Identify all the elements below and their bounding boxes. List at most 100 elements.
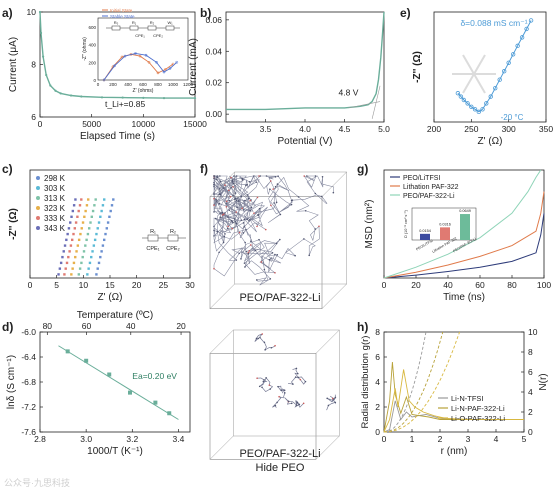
structure-hide-peo-atom — [326, 397, 328, 400]
structure-hide-peo-edge — [209, 435, 234, 460]
circuit-label: CPE₂ — [166, 246, 179, 252]
circuit-element — [111, 25, 121, 31]
structure-full-atom — [241, 207, 244, 210]
structure-full-atom — [277, 175, 279, 178]
data-point — [54, 89, 57, 92]
structure-full-atom — [248, 250, 251, 252]
legend-marker — [36, 196, 40, 200]
annotation-conductivity: δ=0.088 mS cm⁻¹ — [460, 18, 527, 28]
inset-data-point — [102, 78, 106, 82]
structure-full-atom — [279, 213, 282, 216]
structure-full-atom — [228, 199, 231, 202]
structure-full-atom — [247, 253, 250, 255]
legend-label: 343 K — [44, 224, 66, 233]
x-tick-label: 5.0 — [378, 124, 390, 134]
y-axis-title: -Z'' (Ω) — [8, 208, 19, 240]
panel-letter-g: g) — [357, 162, 369, 176]
circuit-label: CPE₂ — [153, 33, 163, 38]
data-point — [87, 198, 90, 201]
structure-full-atom — [265, 175, 268, 177]
structure-full-atom — [223, 235, 226, 238]
data-point — [476, 109, 481, 115]
structure-full-atom — [258, 175, 260, 177]
data-point — [86, 232, 90, 236]
structure-hide-peo-atom — [257, 337, 260, 340]
data-point — [95, 232, 98, 236]
structure-full-atom — [276, 183, 279, 185]
y-tick-label: -6.0 — [21, 327, 36, 337]
data-point — [39, 31, 43, 35]
x-tick-label: 5 — [54, 280, 59, 290]
y-tick-label: 2 — [375, 402, 380, 412]
circuit-element — [167, 234, 179, 242]
structure-full-atom — [216, 230, 219, 233]
structure-full-atom — [244, 241, 246, 244]
structure-full-atom — [255, 181, 258, 183]
structure-full-atom — [244, 199, 246, 202]
data-point — [472, 107, 478, 112]
structure-full-atom — [216, 200, 218, 202]
structure-full-atom — [274, 253, 276, 256]
data-point — [94, 198, 97, 201]
x-tick-label: 200 — [427, 124, 441, 134]
data-point — [93, 204, 96, 207]
series-line — [457, 20, 532, 113]
circuit-element — [147, 25, 157, 31]
structure-full-atom — [332, 191, 335, 194]
structure-full-atom — [238, 231, 241, 234]
structure-hide-peo-atom — [274, 344, 276, 347]
circuit-element — [165, 25, 175, 31]
inset-data-point — [113, 64, 116, 68]
structure-label-2-line1: PEO/PAF-322-Li — [239, 448, 321, 460]
structure-hide-peo-atom — [261, 386, 263, 389]
x-tick-label: 250 — [464, 124, 478, 134]
panel-letter-f: f) — [200, 162, 208, 176]
structure-full-atom — [226, 227, 229, 230]
structure-hide-peo-atom — [327, 404, 330, 407]
x-tick-label: 3.5 — [260, 124, 272, 134]
x-tick-label: 3.0 — [80, 434, 92, 444]
structure-full-atom — [213, 229, 215, 232]
y-axis-title: MSD (nm²) — [364, 200, 375, 249]
structure-hide-peo-atom — [332, 397, 334, 400]
legend-label: Li-O-PAF-322-Li — [451, 414, 505, 423]
annotation-temperature: -20 °C — [501, 113, 524, 122]
structure-full-atom — [213, 192, 215, 194]
legend-label: 333 K — [44, 214, 66, 223]
inset-frame — [97, 17, 189, 81]
x-tick-label: 10 — [79, 280, 89, 290]
structure-full-atom — [250, 206, 253, 209]
structure-full-edge — [209, 283, 235, 309]
axes-frame — [433, 11, 547, 123]
inset-x-tick-label: 0 — [97, 82, 100, 87]
x-tick-label: 4 — [494, 434, 499, 444]
data-point — [99, 255, 102, 259]
x2-axis-title: Temperature (ºC) — [77, 310, 153, 321]
data-point — [501, 69, 507, 74]
x-tick-label: 0 — [382, 280, 387, 290]
x-tick-label: 3 — [466, 434, 471, 444]
data-point — [488, 94, 493, 99]
data-point — [493, 85, 498, 91]
inset-data-point — [168, 67, 172, 70]
structure-full-atom — [270, 257, 272, 260]
data-point — [59, 261, 63, 265]
structure-hide-peo-edge — [315, 435, 340, 460]
panel-g-chart: 0 20 40 60 80 100 Time (ns) MSD (nm²) PEO/LiTFSI… — [364, 169, 551, 303]
data-point — [77, 273, 81, 276]
structure-hide-peo-atom — [274, 404, 277, 407]
data-point — [91, 209, 95, 213]
series-line — [39, 11, 195, 99]
inset-y-tick-label: 200 — [88, 60, 96, 65]
inset-bar — [420, 233, 430, 240]
structure-label-1: PEO/PAF-322-Li — [239, 292, 321, 304]
data-point — [100, 96, 104, 99]
data-point — [67, 227, 71, 230]
data-point — [70, 215, 73, 218]
structure-full-atom — [235, 175, 238, 177]
snowflake-icon — [473, 54, 486, 75]
data-point — [61, 255, 64, 259]
structure-full-atom — [249, 244, 252, 246]
data-point — [107, 372, 112, 377]
